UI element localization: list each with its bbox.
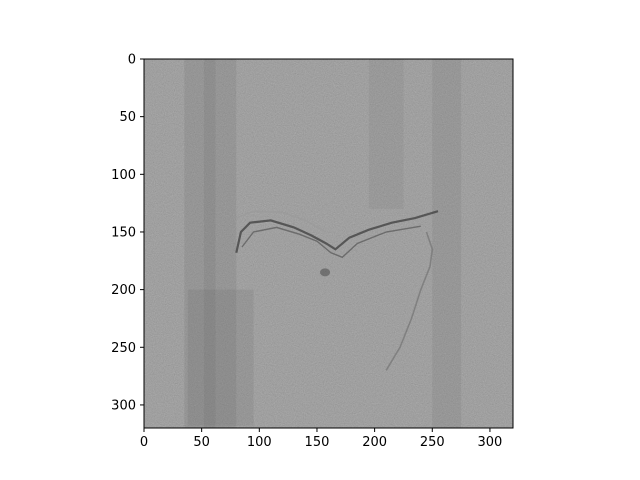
joint-line-lower bbox=[241, 225, 421, 259]
left-lower-texture bbox=[187, 289, 254, 426]
plot-frame bbox=[143, 58, 514, 429]
y-tick-label: 300 bbox=[111, 398, 136, 413]
y-tick-label: 100 bbox=[111, 168, 136, 183]
plot-area bbox=[143, 58, 514, 429]
y-tick-label: 0 bbox=[128, 53, 136, 68]
x-axis: 0 50 100 150 200 250 300 bbox=[140, 428, 502, 450]
heatmap-image bbox=[144, 59, 513, 428]
upper-right-streak bbox=[368, 59, 404, 209]
x-tick-label: 300 bbox=[478, 435, 503, 450]
x-tick-label: 150 bbox=[305, 435, 330, 450]
x-tick-label: 250 bbox=[420, 435, 445, 450]
x-tick-label: 200 bbox=[362, 435, 387, 450]
joint-line bbox=[235, 210, 439, 253]
x-tick-label: 100 bbox=[247, 435, 272, 450]
joint-line-highlight bbox=[236, 210, 327, 233]
condyle-edge bbox=[385, 231, 434, 371]
y-tick-label: 50 bbox=[119, 110, 136, 125]
heatmap-texture bbox=[144, 59, 513, 428]
joint-blob bbox=[320, 268, 331, 277]
y-tick-label: 200 bbox=[111, 283, 136, 298]
y-tick-label: 150 bbox=[111, 225, 136, 240]
right-band bbox=[432, 59, 462, 428]
y-tick-label: 250 bbox=[111, 341, 136, 356]
left-band bbox=[184, 59, 237, 428]
y-axis: 0 50 100 150 200 250 300 bbox=[111, 53, 144, 413]
x-tick-label: 50 bbox=[193, 435, 210, 450]
x-tick-label: 0 bbox=[140, 435, 148, 450]
left-band-inner bbox=[203, 59, 216, 428]
